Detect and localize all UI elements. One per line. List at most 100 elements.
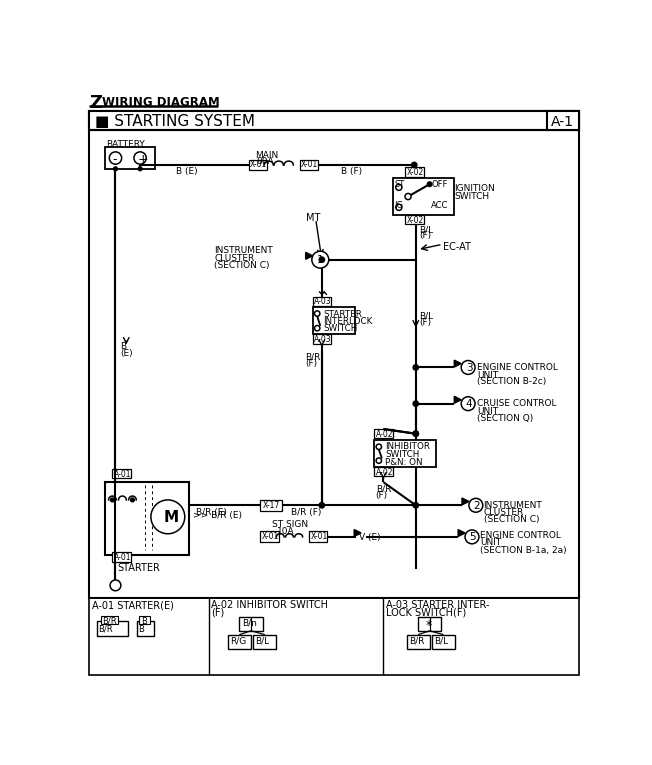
Text: -: -	[112, 154, 117, 167]
Bar	[89, 111, 579, 597]
Circle shape	[427, 182, 432, 187]
Bar	[101, 616, 118, 624]
Text: 1: 1	[318, 255, 324, 265]
Text: X-01: X-01	[301, 161, 318, 169]
Text: SWITCH: SWITCH	[323, 324, 358, 334]
Circle shape	[376, 444, 381, 450]
Polygon shape	[454, 360, 461, 367]
Text: (SECTION B-2c): (SECTION B-2c)	[477, 377, 546, 386]
Circle shape	[110, 580, 121, 591]
Text: *: *	[426, 619, 432, 632]
Bar	[239, 617, 263, 631]
Circle shape	[413, 365, 419, 370]
Bar	[137, 620, 154, 636]
Bar	[312, 297, 331, 306]
Bar	[374, 440, 436, 467]
Text: B/L: B/L	[434, 636, 449, 645]
Polygon shape	[458, 529, 465, 536]
Bar	[432, 635, 455, 649]
Text: X-02: X-02	[407, 168, 424, 177]
Text: IG: IG	[394, 201, 403, 210]
Text: A-02: A-02	[376, 467, 393, 477]
Text: B: B	[120, 342, 126, 351]
Text: (F): (F)	[419, 318, 431, 327]
Text: INTERLOCK: INTERLOCK	[323, 317, 373, 326]
Text: A-03: A-03	[314, 298, 332, 307]
Text: X-01: X-01	[310, 532, 327, 542]
Polygon shape	[306, 252, 312, 259]
Text: STARTER: STARTER	[323, 310, 363, 319]
Text: ACC: ACC	[431, 201, 449, 210]
Text: ■ STARTING SYSTEM: ■ STARTING SYSTEM	[95, 114, 256, 129]
Text: 4: 4	[466, 399, 473, 409]
Bar	[418, 617, 441, 631]
Text: INSTRUMENT: INSTRUMENT	[484, 500, 542, 509]
Text: B/R: B/R	[305, 352, 320, 361]
Text: (SECTION C): (SECTION C)	[484, 516, 539, 524]
Circle shape	[319, 503, 325, 508]
Circle shape	[405, 194, 411, 200]
Circle shape	[113, 167, 117, 171]
Bar	[312, 308, 355, 334]
Text: B/R: B/R	[376, 484, 391, 493]
Text: A-1: A-1	[552, 115, 574, 129]
Circle shape	[134, 152, 146, 164]
Text: V (E): V (E)	[359, 533, 380, 542]
Text: CLUSTER: CLUSTER	[484, 509, 524, 517]
Text: X-01: X-01	[250, 161, 267, 169]
Text: Z: Z	[89, 94, 102, 112]
Bar	[89, 111, 579, 130]
Text: EC-AT: EC-AT	[443, 242, 471, 252]
Text: R/G: R/G	[230, 636, 246, 645]
Text: A-03 STARTER INTER-: A-03 STARTER INTER-	[386, 600, 489, 610]
Text: SWITCH: SWITCH	[385, 450, 419, 459]
Bar	[374, 467, 393, 476]
Text: A-02: A-02	[376, 430, 393, 439]
Text: B/R (F): B/R (F)	[291, 508, 321, 516]
Text: 5: 5	[469, 532, 477, 542]
Text: X-01: X-01	[261, 532, 279, 542]
Circle shape	[396, 184, 402, 190]
Text: ENGINE CONTROL: ENGINE CONTROL	[481, 531, 561, 539]
Text: MT: MT	[306, 213, 321, 223]
Bar	[89, 597, 579, 675]
Bar	[407, 635, 430, 649]
Text: A-01: A-01	[114, 553, 132, 562]
Text: A-01: A-01	[114, 470, 132, 479]
Circle shape	[413, 503, 419, 508]
Text: B/R: B/R	[102, 617, 117, 626]
Text: CRUISE CONTROL: CRUISE CONTROL	[477, 399, 557, 408]
Text: A-01 STARTER(E): A-01 STARTER(E)	[93, 600, 174, 610]
Bar	[309, 532, 327, 542]
Text: B (F): B (F)	[341, 168, 363, 176]
Bar	[260, 532, 278, 542]
Text: (SECTION B-1a, 2a): (SECTION B-1a, 2a)	[481, 546, 567, 555]
Circle shape	[413, 431, 419, 436]
Text: INSTRUMENT: INSTRUMENT	[214, 246, 273, 255]
Text: WIRING DIAGRAM: WIRING DIAGRAM	[102, 96, 220, 109]
Text: B: B	[139, 625, 145, 633]
Circle shape	[314, 311, 320, 316]
Text: M: M	[163, 510, 179, 525]
Text: P&N: ON: P&N: ON	[385, 457, 422, 467]
Circle shape	[314, 325, 320, 331]
Text: X-02: X-02	[407, 216, 424, 225]
Circle shape	[411, 162, 417, 168]
Polygon shape	[462, 498, 469, 505]
Bar	[105, 147, 155, 169]
Circle shape	[413, 401, 419, 406]
Text: (SECTION Q): (SECTION Q)	[477, 414, 533, 422]
Circle shape	[312, 251, 329, 268]
Circle shape	[138, 167, 142, 171]
Text: A-02 INHIBITOR SWITCH: A-02 INHIBITOR SWITCH	[211, 600, 328, 610]
Text: +: +	[138, 154, 149, 167]
Circle shape	[319, 257, 325, 262]
Text: UNIT: UNIT	[477, 407, 499, 415]
Text: (F): (F)	[376, 491, 388, 500]
Circle shape	[469, 498, 482, 513]
Text: 10A: 10A	[277, 527, 295, 535]
Text: B/R (E): B/R (E)	[196, 508, 226, 516]
Text: B/n: B/n	[242, 618, 257, 627]
Text: B (E): B (E)	[175, 168, 197, 176]
Polygon shape	[454, 396, 461, 403]
